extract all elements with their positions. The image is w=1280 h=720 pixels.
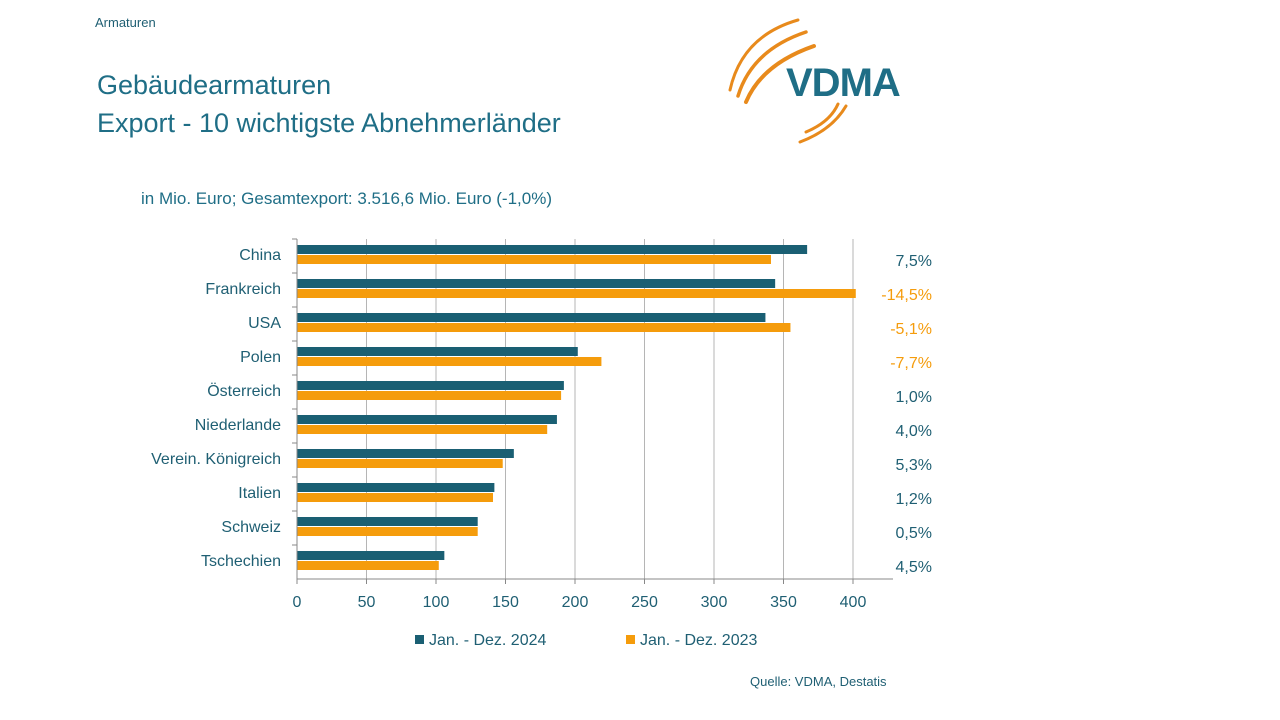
topic-label: Armaturen (95, 15, 156, 30)
bar-2023 (297, 459, 503, 468)
change-label: 1,2% (896, 491, 932, 508)
x-tick-label: 50 (358, 594, 376, 611)
bar-2023 (297, 323, 791, 332)
category-label: Tschechien (201, 553, 281, 570)
logo-text: VDMA (786, 61, 900, 105)
category-label: Niederlande (195, 417, 281, 434)
bar-2024 (297, 381, 564, 390)
change-label: 0,5% (896, 525, 932, 542)
bar-2023 (297, 527, 478, 536)
change-label: 5,3% (896, 457, 932, 474)
change-label: 4,5% (896, 559, 932, 576)
page-title: Gebäudearmaturen Export - 10 wichtigste … (97, 66, 561, 142)
title-line-1: Gebäudearmaturen (97, 70, 332, 100)
category-label: Frankreich (205, 281, 281, 298)
vdma-logo: VDMA (728, 18, 901, 144)
bar-2023 (297, 391, 562, 400)
bar-2024 (297, 313, 766, 322)
bar-2023 (297, 357, 602, 366)
bar-2024 (297, 551, 445, 560)
x-tick-label: 300 (701, 594, 728, 611)
title-line-2: Export - 10 wichtigste Abnehmerländer (97, 108, 561, 138)
bar-2024 (297, 517, 478, 526)
bar-2023 (297, 425, 548, 434)
x-tick-label: 200 (562, 594, 589, 611)
change-label: -7,7% (890, 355, 932, 372)
bar-2024 (297, 483, 495, 492)
legend-swatch (415, 635, 424, 644)
x-tick-label: 150 (492, 594, 519, 611)
category-label: Italien (238, 485, 281, 502)
bar-2023 (297, 255, 771, 264)
bar-2024 (297, 245, 808, 254)
x-tick-label: 350 (770, 594, 797, 611)
bar-2024 (297, 347, 578, 356)
category-label: Schweiz (221, 519, 281, 536)
x-tick-label: 0 (293, 594, 302, 611)
x-tick-label: 400 (840, 594, 867, 611)
change-label: 7,5% (896, 253, 932, 270)
source-note: Quelle: VDMA, Destatis (750, 674, 887, 689)
bar-2023 (297, 289, 856, 298)
category-label: China (239, 247, 281, 264)
category-label: USA (248, 315, 281, 332)
bar-2024 (297, 279, 776, 288)
bar-2024 (297, 415, 557, 424)
legend-swatch (626, 635, 635, 644)
chart-subtitle: in Mio. Euro; Gesamtexport: 3.516,6 Mio.… (141, 189, 553, 208)
x-tick-label: 250 (631, 594, 658, 611)
change-label: 4,0% (896, 423, 932, 440)
category-label: Verein. Königreich (151, 451, 281, 468)
legend-label: Jan. - Dez. 2023 (640, 632, 758, 649)
category-label: Österreich (207, 382, 281, 400)
change-label: -5,1% (890, 321, 932, 338)
bar-2023 (297, 493, 493, 502)
logo-arcs-icon (728, 18, 848, 144)
change-label: 1,0% (896, 389, 932, 406)
category-label: Polen (240, 349, 281, 366)
x-tick-label: 100 (423, 594, 450, 611)
change-label: -14,5% (881, 287, 932, 304)
bar-2024 (297, 449, 514, 458)
bar-2023 (297, 561, 439, 570)
legend-label: Jan. - Dez. 2024 (429, 632, 547, 649)
